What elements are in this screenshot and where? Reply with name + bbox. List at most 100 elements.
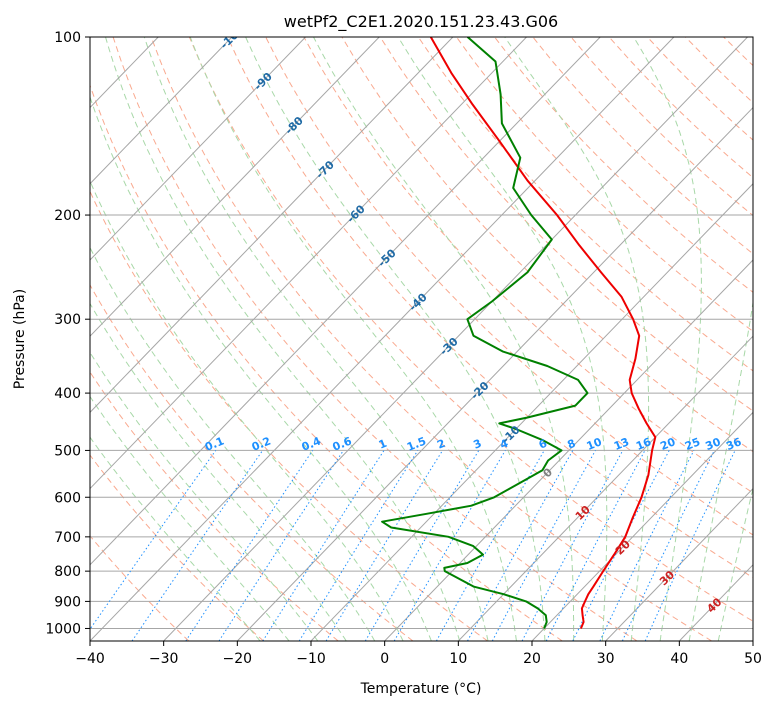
moist-adiabat xyxy=(143,37,489,641)
dry-adiabat xyxy=(90,190,488,641)
dry-adiabat xyxy=(90,284,414,641)
dry-adiabat xyxy=(303,37,753,494)
mixing-ratio-line xyxy=(491,450,596,641)
mixing-ratio-line xyxy=(218,450,344,641)
mixing-ratio-line xyxy=(262,450,385,641)
isotherm-line xyxy=(90,37,233,185)
isotherm-line xyxy=(90,37,454,414)
isotherm-line xyxy=(90,37,527,490)
dewpoint-profile-line xyxy=(381,37,589,629)
mixing-ratio-line xyxy=(467,450,574,641)
mixing-ratio-label: 0.1 xyxy=(203,435,226,454)
x-tick-label: 0 xyxy=(380,651,389,667)
isotherm-line xyxy=(384,259,753,641)
dry-adiabat xyxy=(90,371,339,641)
mixing-ratio-label: 30 xyxy=(704,435,723,453)
mixing-ratio-line xyxy=(572,450,670,641)
mixing-ratio-label: 36 xyxy=(724,435,743,453)
moist-adiabat xyxy=(189,37,517,641)
mixing-ratio-label: 13 xyxy=(612,435,631,453)
dry-adiabat xyxy=(90,83,563,641)
moist-adiabat xyxy=(397,37,608,641)
isotherm-line xyxy=(90,37,675,641)
y-tick-label: 400 xyxy=(54,386,81,402)
y-tick-label: 100 xyxy=(54,30,81,46)
mixing-ratio-label: 8 xyxy=(565,437,577,452)
mixing-ratio-line xyxy=(364,450,480,641)
chart-title: wetPf2_C2E1.2020.151.23.43.G06 xyxy=(284,12,558,32)
mixing-ratio-line xyxy=(185,450,314,641)
dry-adiabat xyxy=(762,37,775,641)
background-lines xyxy=(0,37,775,641)
y-tick-label: 900 xyxy=(54,594,81,610)
mixing-ratio-label: 20 xyxy=(658,435,677,453)
mixing-ratio-label: 1 xyxy=(377,437,389,452)
mixing-ratio-label: 0.4 xyxy=(300,434,323,453)
mixing-ratio-line xyxy=(621,450,715,641)
moist-adiabat xyxy=(90,436,261,641)
x-tick-label: 20 xyxy=(523,651,541,667)
isotherm-line xyxy=(236,106,753,641)
mixing-ratio-label: 25 xyxy=(683,435,702,453)
isotherm-line xyxy=(310,183,753,641)
x-axis-title: Temperature (°C) xyxy=(360,681,482,697)
moist-adiabat xyxy=(717,486,753,641)
isotherm-line xyxy=(90,37,380,337)
mixing-ratio-label: 2 xyxy=(435,437,447,452)
x-axis: −40 −30 −20 −10 0 10 20 30 40 50 xyxy=(75,641,762,667)
isotherm-line xyxy=(163,37,748,641)
dry-adiabat xyxy=(188,37,753,622)
mixing-ratio-line xyxy=(644,450,736,641)
isotherm-line xyxy=(90,37,601,566)
sounding-profiles xyxy=(381,37,657,629)
moist-adiabat xyxy=(633,37,702,641)
moist-adiabat xyxy=(245,37,546,641)
y-tick-label: 200 xyxy=(54,208,81,224)
y-tick-label: 1000 xyxy=(45,621,81,637)
isotherm-line xyxy=(90,37,306,261)
moist-adiabat xyxy=(90,351,319,641)
mixing-ratio-line xyxy=(131,450,264,641)
mixing-ratio-line xyxy=(298,450,419,641)
x-tick-label: 30 xyxy=(597,651,615,667)
mixing-ratio-label: 6 xyxy=(537,437,549,452)
mixing-ratio-label: 3 xyxy=(471,437,483,452)
x-tick-label: 40 xyxy=(670,651,688,667)
x-tick-label: 50 xyxy=(744,651,762,667)
y-tick-label: 700 xyxy=(54,530,81,546)
dry-adiabat xyxy=(685,37,753,104)
dry-adiabat xyxy=(570,37,753,217)
isotherm-line xyxy=(605,487,753,641)
mixing-ratio-label: 10 xyxy=(585,435,604,453)
x-tick-label: −10 xyxy=(296,651,326,667)
x-tick-label: −20 xyxy=(223,651,253,667)
dry-adiabat xyxy=(723,37,753,67)
x-tick-label: −30 xyxy=(149,651,179,667)
y-axis: 100 200 300 400 500 600 700 800 900 1000 xyxy=(45,30,90,637)
dry-adiabat xyxy=(341,37,753,453)
mixing-ratio-label: 16 xyxy=(634,435,653,453)
y-tick-label: 600 xyxy=(54,490,81,506)
y-axis-title: Pressure (hPa) xyxy=(12,289,28,389)
y-tick-label: 300 xyxy=(54,312,81,328)
isotherm-line xyxy=(457,335,753,641)
plot-frame xyxy=(89,36,754,642)
moist-adiabat xyxy=(90,395,290,641)
dry-adiabat xyxy=(90,454,264,641)
dry-adiabat xyxy=(494,37,753,293)
isotherm-line xyxy=(531,411,753,641)
mixing-ratio-line xyxy=(599,450,695,641)
mixing-ratio-line xyxy=(435,450,545,641)
moist-adiabat xyxy=(313,37,575,641)
dry-adiabat xyxy=(456,37,753,332)
isotherm-line xyxy=(0,37,11,641)
dry-adiabat xyxy=(646,37,753,141)
moist-adiabat xyxy=(688,299,753,641)
mixing-ratio-label: 0.2 xyxy=(250,434,273,453)
x-tick-label: −40 xyxy=(75,651,105,667)
dry-adiabat xyxy=(265,37,753,536)
temperature-profile-line xyxy=(429,37,657,629)
y-tick-label: 800 xyxy=(54,564,81,580)
mixing-ratio-line xyxy=(90,450,217,631)
